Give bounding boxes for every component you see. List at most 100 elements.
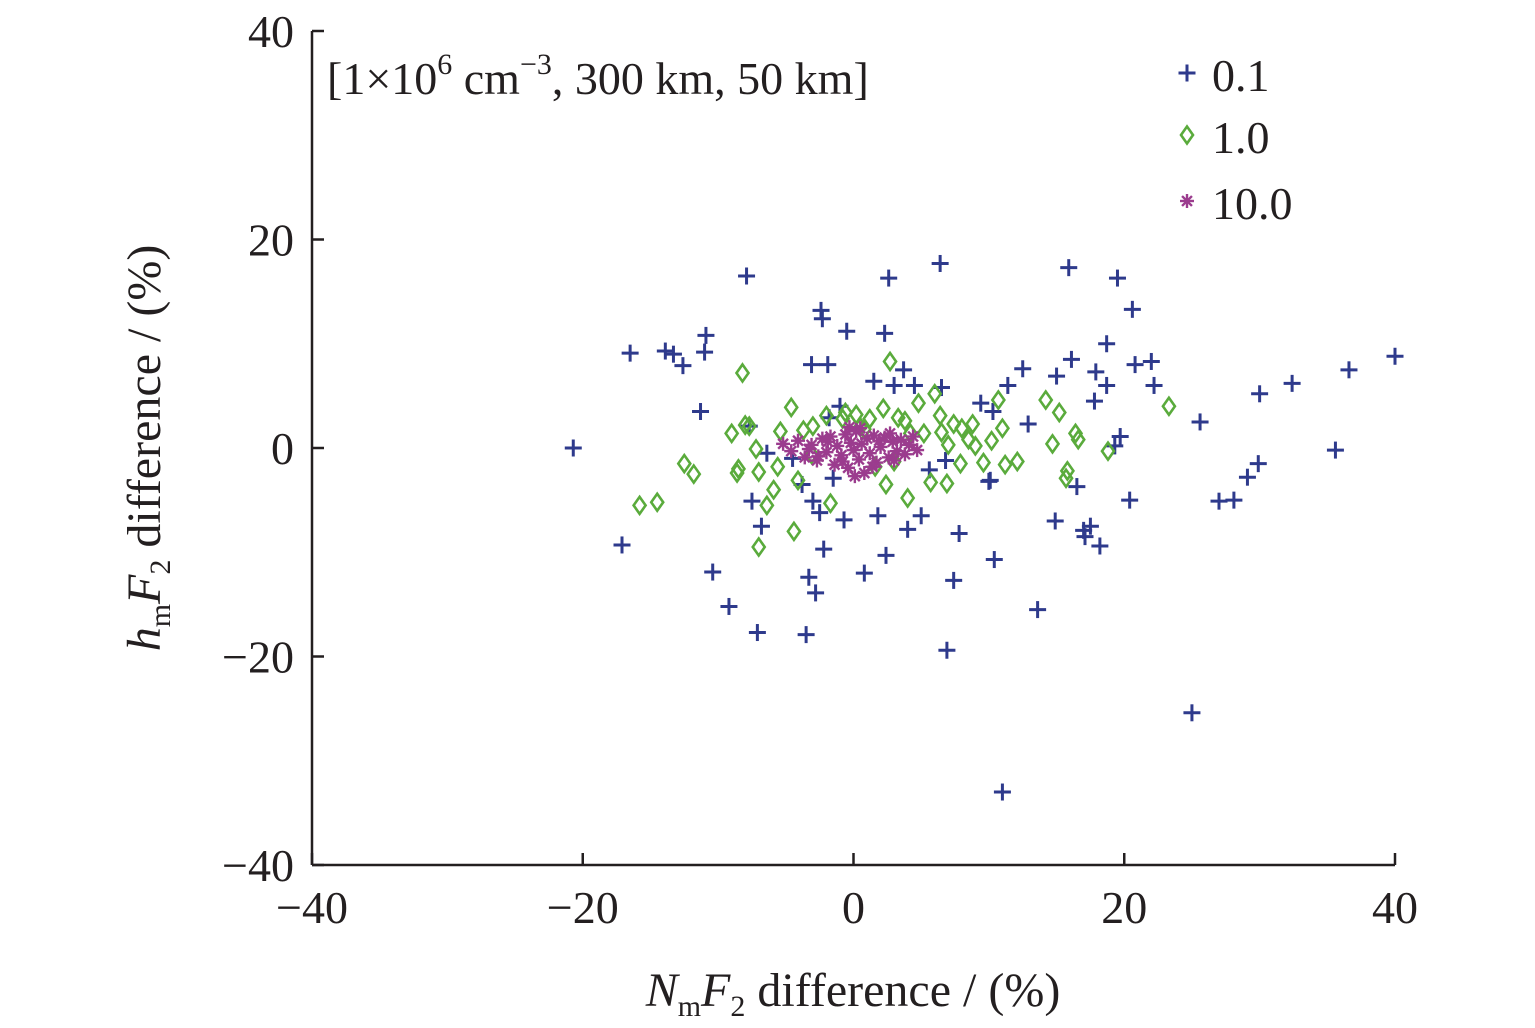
data-point bbox=[804, 492, 822, 510]
data-point bbox=[1070, 428, 1086, 451]
data-point bbox=[676, 452, 692, 475]
data-point bbox=[1091, 537, 1109, 555]
y-tick-label: 0 bbox=[271, 423, 294, 474]
data-point bbox=[984, 403, 1002, 421]
data-point bbox=[820, 434, 835, 449]
data-point bbox=[876, 324, 894, 342]
data-point bbox=[724, 422, 740, 445]
data-point bbox=[877, 546, 895, 564]
data-point bbox=[1386, 347, 1404, 365]
data-point bbox=[759, 494, 775, 517]
data-point bbox=[960, 428, 977, 451]
data-point bbox=[803, 356, 821, 374]
data-point bbox=[985, 551, 1003, 569]
data-point bbox=[1340, 361, 1358, 379]
data-point bbox=[1249, 455, 1267, 473]
data-point bbox=[1191, 413, 1209, 431]
data-point bbox=[807, 584, 825, 602]
data-point bbox=[815, 540, 833, 558]
data-point bbox=[895, 361, 913, 379]
data-point bbox=[1100, 440, 1116, 462]
data-point bbox=[805, 415, 821, 437]
data-point bbox=[1038, 389, 1054, 411]
data-point bbox=[811, 504, 829, 522]
data-point bbox=[772, 420, 788, 443]
data-point bbox=[1046, 512, 1064, 530]
series-3 bbox=[776, 420, 925, 484]
tick-marks bbox=[310, 29, 1397, 867]
data-point bbox=[621, 344, 639, 362]
data-point bbox=[692, 403, 710, 421]
data-point bbox=[967, 435, 983, 457]
legend-label: 10.0 bbox=[1212, 178, 1293, 229]
data-point bbox=[1014, 360, 1032, 378]
y-tick-label: −20 bbox=[222, 632, 294, 683]
legend-label: 1.0 bbox=[1212, 112, 1270, 163]
data-point bbox=[1111, 428, 1129, 446]
data-point bbox=[1161, 395, 1177, 418]
data-point bbox=[797, 626, 815, 644]
data-point bbox=[564, 439, 582, 457]
data-point bbox=[875, 397, 891, 420]
data-point bbox=[1098, 376, 1116, 394]
data-point bbox=[954, 417, 970, 439]
data-point bbox=[950, 524, 968, 542]
data-point bbox=[997, 453, 1013, 476]
data-point bbox=[751, 536, 767, 558]
y-axis-label: hmF2 difference / (%) bbox=[118, 245, 177, 652]
data-point bbox=[993, 783, 1011, 801]
x-axis-label: NmF2 difference / (%) bbox=[645, 964, 1061, 1023]
legend-marker bbox=[1178, 64, 1196, 82]
data-point bbox=[923, 471, 939, 494]
data-point bbox=[878, 473, 894, 496]
data-point bbox=[819, 356, 837, 374]
data-point bbox=[752, 517, 770, 535]
data-point bbox=[822, 492, 839, 515]
data-point bbox=[783, 396, 799, 419]
data-point bbox=[945, 571, 963, 589]
x-tick-label: −20 bbox=[547, 882, 619, 933]
x-tick-label: 20 bbox=[1101, 882, 1147, 933]
x-tick-label: 0 bbox=[842, 882, 865, 933]
data-point bbox=[748, 438, 764, 460]
data-point bbox=[1051, 401, 1067, 424]
data-point bbox=[811, 449, 826, 464]
data-point bbox=[939, 472, 955, 495]
data-point bbox=[696, 343, 714, 361]
data-point bbox=[1210, 492, 1228, 510]
data-point bbox=[649, 491, 665, 513]
data-point bbox=[1108, 269, 1126, 287]
data-point bbox=[847, 469, 862, 484]
data-point bbox=[910, 392, 927, 414]
data-point bbox=[937, 452, 955, 470]
data-point bbox=[758, 444, 776, 462]
data-point bbox=[916, 422, 932, 445]
data-point bbox=[1085, 392, 1103, 410]
data-point bbox=[801, 442, 816, 457]
data-point bbox=[880, 269, 898, 287]
data-point bbox=[656, 342, 674, 360]
data-point bbox=[999, 376, 1017, 394]
data-points bbox=[564, 254, 1404, 801]
data-point bbox=[1060, 259, 1078, 277]
data-point bbox=[910, 443, 925, 458]
data-point bbox=[972, 394, 990, 412]
data-point bbox=[813, 310, 831, 328]
data-point bbox=[800, 568, 818, 586]
data-point bbox=[751, 461, 767, 483]
data-point bbox=[1145, 376, 1163, 394]
data-point bbox=[946, 413, 962, 435]
data-point bbox=[1142, 352, 1160, 370]
data-point bbox=[1251, 385, 1269, 403]
data-point bbox=[906, 429, 921, 444]
data-point bbox=[734, 362, 751, 384]
data-point bbox=[1225, 491, 1243, 509]
data-point bbox=[704, 563, 722, 581]
series-1 bbox=[564, 254, 1404, 801]
data-point bbox=[940, 434, 956, 456]
data-point bbox=[1068, 478, 1086, 496]
data-point bbox=[887, 453, 902, 468]
series-2 bbox=[632, 350, 1177, 558]
chart-annotation: [1×106 cm−3, 300 km, 50 km] bbox=[327, 48, 869, 104]
